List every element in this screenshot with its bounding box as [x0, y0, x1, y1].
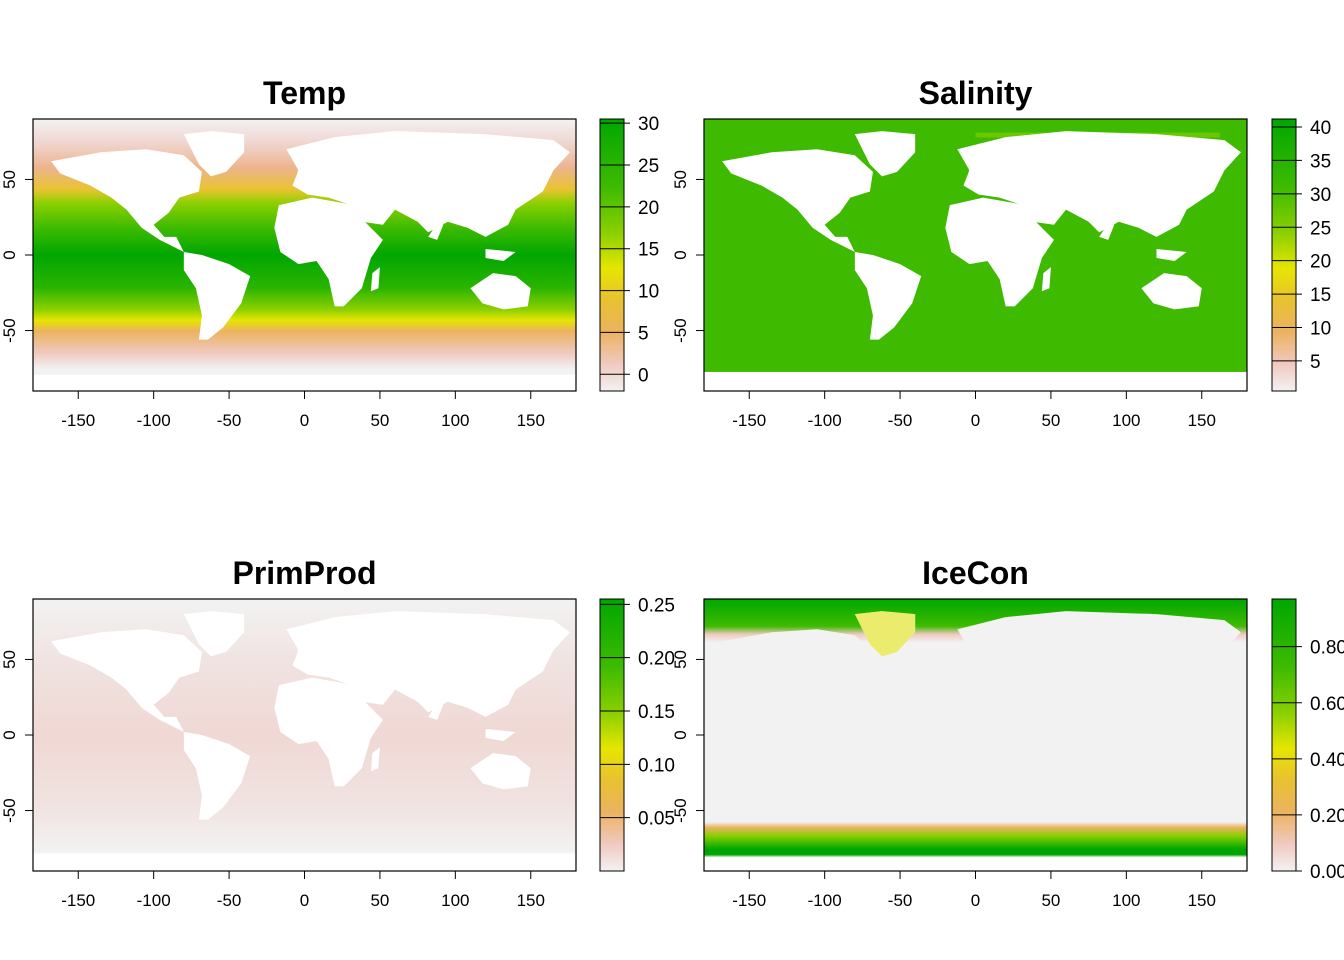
x-tick-label: 150 — [517, 411, 545, 430]
legend-tick-label: 20 — [638, 198, 659, 219]
legend-tick-label: 15 — [1310, 285, 1331, 306]
x-tick-label: 100 — [441, 411, 469, 430]
legend-tick-label: 30 — [1310, 185, 1331, 206]
map-panel-salinity: Salinity -150 -100 -50 0 50 100 150 50 0 -50 40 35 30… — [671, 75, 1331, 430]
legend-tick-label: 0.20 — [1310, 806, 1344, 827]
x-tick-label: 100 — [441, 891, 469, 910]
x-tick-label: 150 — [1188, 891, 1216, 910]
x-tick-label: -150 — [61, 891, 95, 910]
y-tick-label: -50 — [671, 318, 690, 343]
x-tick-label: 100 — [1112, 891, 1140, 910]
x-tick-label: -50 — [888, 891, 913, 910]
x-tick-label: 50 — [1041, 891, 1060, 910]
x-tick-label: 50 — [370, 891, 389, 910]
panel-title: IceCon — [922, 555, 1029, 591]
x-tick-label: -50 — [217, 891, 242, 910]
legend-tick-label: 5 — [638, 323, 649, 344]
x-tick-label: -100 — [808, 891, 842, 910]
y-tick-label: 0 — [671, 250, 690, 259]
legend-tick-label: 0.80 — [1310, 638, 1344, 659]
legend-colorbar: 30 25 20 15 10 5 0 — [599, 114, 659, 392]
x-tick-label: -50 — [888, 411, 913, 430]
y-tick-label: 50 — [0, 650, 19, 669]
panel-title: PrimProd — [232, 555, 376, 591]
x-tick-label: -150 — [732, 891, 766, 910]
legend-tick-label: 10 — [1310, 319, 1331, 340]
x-tick-label: 0 — [300, 891, 309, 910]
x-tick-label: -150 — [61, 411, 95, 430]
legend-colorbar: 40 35 30 25 20 15 10 5 — [1271, 118, 1331, 392]
legend-tick-label: 25 — [1310, 218, 1331, 239]
y-tick-label: 0 — [0, 250, 19, 259]
y-tick-label: 50 — [671, 170, 690, 189]
legend-tick-label: 0.15 — [638, 702, 675, 723]
x-tick-label: -100 — [137, 411, 171, 430]
x-tick-label: 0 — [300, 411, 309, 430]
x-tick-label: 150 — [517, 891, 545, 910]
legend-tick-label: 5 — [1310, 352, 1321, 373]
y-tick-label: -50 — [0, 318, 19, 343]
legend-tick-label: 20 — [1310, 252, 1331, 273]
y-tick-label: 0 — [671, 730, 690, 739]
legend-tick-label: 0.05 — [638, 809, 675, 830]
raster-field — [33, 119, 576, 391]
legend-tick-label: 15 — [638, 240, 659, 261]
legend-tick-label: 0.10 — [638, 755, 675, 776]
raster-field — [33, 599, 576, 871]
legend-tick-label: 0.40 — [1310, 750, 1344, 771]
legend-tick-label: 0.60 — [1310, 694, 1344, 715]
x-tick-label: 0 — [971, 891, 980, 910]
y-tick-label: 0 — [0, 730, 19, 739]
x-tick-label: -100 — [137, 891, 171, 910]
map-panel-temp: Temp-150 -100 -50 0 50 100 150500-503025201510… — [0, 75, 659, 430]
raster-field — [704, 119, 1247, 391]
panel-title: Temp — [263, 75, 346, 111]
x-tick-label: -150 — [732, 411, 766, 430]
legend-tick-label: 35 — [1310, 151, 1331, 172]
x-tick-label: 50 — [370, 411, 389, 430]
legend-tick-label: 0.25 — [638, 595, 675, 616]
legend-tick-label: 0 — [638, 365, 649, 386]
y-tick-label: -50 — [671, 798, 690, 823]
map-panel-primprod: PrimProd-150 -100 -50 0 50 100 150500-500.250.… — [0, 555, 675, 910]
x-tick-label: -50 — [217, 411, 242, 430]
legend-tick-label: 0.20 — [638, 649, 675, 670]
legend-tick-label: 25 — [638, 156, 659, 177]
legend-colorbar: 0.25 0.20 0.15 0.10 0.05 — [599, 595, 675, 872]
legend-tick-label: 30 — [638, 114, 659, 135]
legend-tick-label: 40 — [1310, 118, 1331, 139]
x-tick-label: 0 — [971, 411, 980, 430]
y-tick-label: 50 — [0, 170, 19, 189]
x-tick-label: 100 — [1112, 411, 1140, 430]
x-tick-label: 150 — [1188, 411, 1216, 430]
legend-tick-label: 0.00 — [1310, 862, 1344, 883]
raster-field — [704, 599, 1247, 871]
legend-tick-label: 10 — [638, 282, 659, 303]
y-tick-label: -50 — [0, 798, 19, 823]
x-tick-label: 50 — [1041, 411, 1060, 430]
y-tick-label: 50 — [671, 650, 690, 669]
legend-colorbar: 0.80 0.60 0.40 0.20 0.00 — [1271, 598, 1344, 883]
map-panel-icecon: IceCon -150 -100 -50 0 50 100 150 50 0 -50 0.80 0.60… — [671, 555, 1344, 910]
x-tick-label: -100 — [808, 411, 842, 430]
panel-title: Salinity — [919, 75, 1033, 111]
